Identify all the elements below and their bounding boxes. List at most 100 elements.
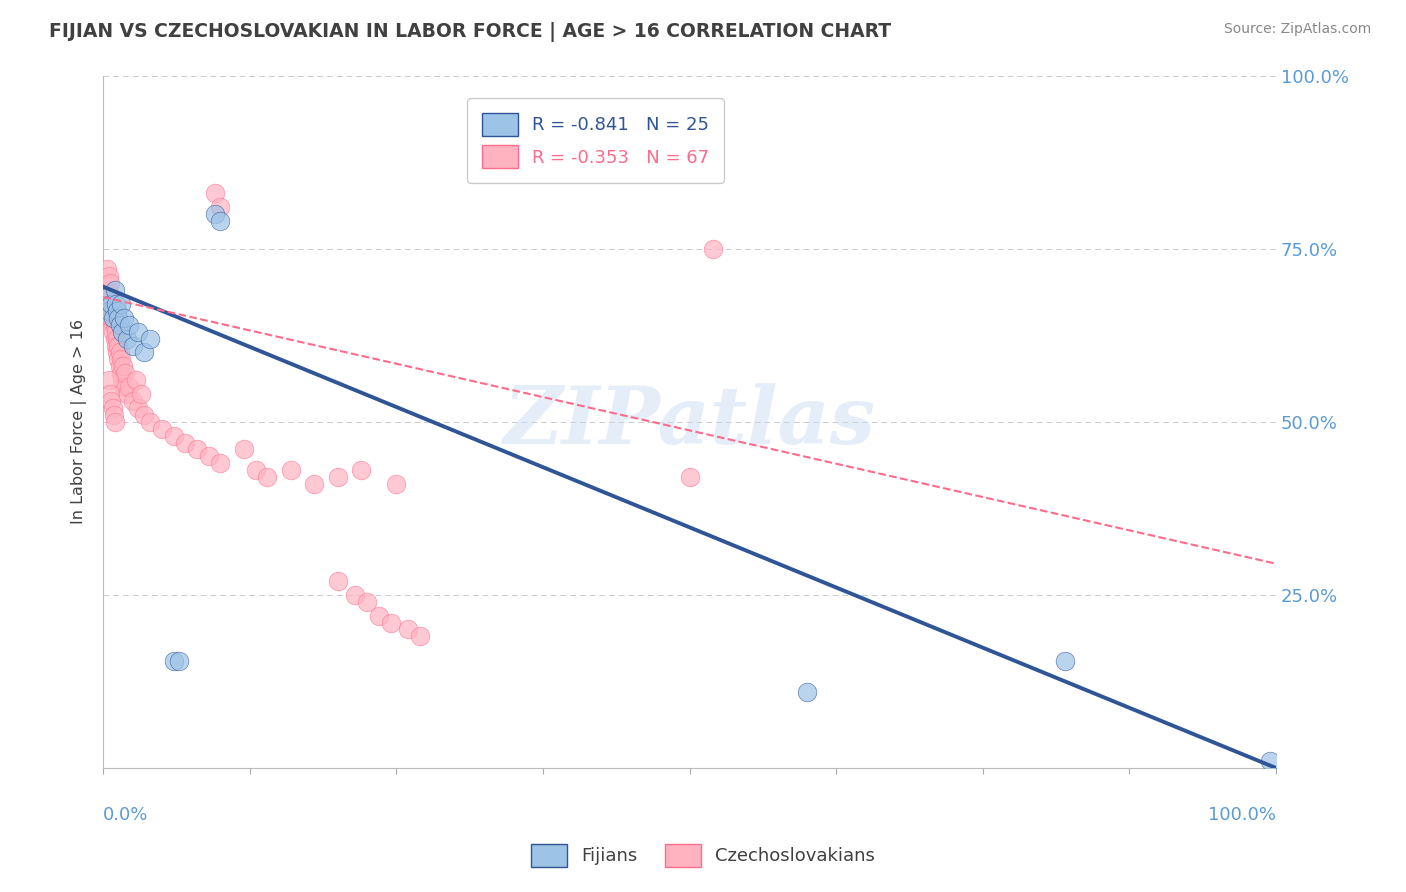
Point	[409, 629, 432, 643]
Point	[380, 615, 402, 630]
Point	[96, 262, 118, 277]
Point	[100, 297, 122, 311]
Point	[98, 304, 121, 318]
Point	[100, 297, 122, 311]
Point	[112, 359, 135, 374]
Point	[98, 387, 121, 401]
Point	[702, 242, 724, 256]
Point	[209, 214, 232, 228]
Legend: Fijians, Czechoslovakians: Fijians, Czechoslovakians	[523, 837, 883, 874]
Point	[115, 332, 138, 346]
Point	[107, 352, 129, 367]
Point	[326, 470, 349, 484]
Point	[150, 422, 173, 436]
Point	[98, 277, 121, 291]
Point	[1053, 654, 1076, 668]
Point	[98, 269, 121, 284]
Point	[280, 463, 302, 477]
Point	[112, 380, 135, 394]
Point	[101, 325, 124, 339]
Point	[350, 463, 373, 477]
Point	[103, 310, 125, 325]
Point	[104, 318, 127, 332]
Point	[111, 325, 134, 339]
Point	[105, 297, 128, 311]
Point	[108, 345, 131, 359]
Point	[139, 415, 162, 429]
Point	[396, 623, 419, 637]
Point	[105, 325, 128, 339]
Point	[197, 450, 219, 464]
Point	[678, 470, 700, 484]
Point	[107, 338, 129, 352]
Point	[104, 415, 127, 429]
Point	[121, 338, 143, 352]
Point	[110, 297, 132, 311]
Legend: R = -0.841   N = 25, R = -0.353   N = 67: R = -0.841 N = 25, R = -0.353 N = 67	[467, 98, 724, 183]
Text: FIJIAN VS CZECHOSLOVAKIAN IN LABOR FORCE | AGE > 16 CORRELATION CHART: FIJIAN VS CZECHOSLOVAKIAN IN LABOR FORCE…	[49, 22, 891, 42]
Point	[101, 318, 124, 332]
Point	[139, 332, 162, 346]
Point	[162, 428, 184, 442]
Point	[105, 332, 128, 346]
Point	[110, 366, 132, 380]
Point	[100, 310, 122, 325]
Point	[344, 588, 367, 602]
Point	[121, 394, 143, 409]
Point	[356, 595, 378, 609]
Point	[162, 654, 184, 668]
Point	[98, 304, 121, 318]
Point	[256, 470, 278, 484]
Point	[111, 373, 134, 387]
Point	[101, 310, 124, 325]
Point	[103, 304, 125, 318]
Point	[107, 310, 129, 325]
Point	[96, 290, 118, 304]
Point	[104, 332, 127, 346]
Point	[104, 283, 127, 297]
Point	[129, 387, 152, 401]
Point	[367, 608, 389, 623]
Point	[233, 442, 256, 457]
Text: 100.0%: 100.0%	[1208, 805, 1277, 824]
Text: ZIPatlas: ZIPatlas	[503, 383, 876, 460]
Text: 0.0%: 0.0%	[103, 805, 149, 824]
Point	[105, 345, 128, 359]
Point	[97, 283, 120, 297]
Point	[103, 408, 125, 422]
Point	[115, 387, 138, 401]
Point	[127, 325, 149, 339]
Point	[186, 442, 208, 457]
Point	[98, 373, 121, 387]
Point	[101, 401, 124, 415]
Y-axis label: In Labor Force | Age > 16: In Labor Force | Age > 16	[72, 319, 87, 524]
Point	[326, 574, 349, 588]
Point	[112, 310, 135, 325]
Point	[125, 373, 148, 387]
Point	[169, 654, 191, 668]
Point	[304, 477, 326, 491]
Point	[245, 463, 267, 477]
Point	[100, 394, 122, 409]
Point	[204, 207, 226, 221]
Point	[796, 685, 818, 699]
Point	[114, 366, 136, 380]
Point	[174, 435, 197, 450]
Point	[127, 401, 149, 415]
Point	[385, 477, 408, 491]
Point	[105, 304, 128, 318]
Text: Source: ZipAtlas.com: Source: ZipAtlas.com	[1223, 22, 1371, 37]
Point	[108, 318, 131, 332]
Point	[118, 318, 141, 332]
Point	[209, 200, 232, 214]
Point	[134, 408, 156, 422]
Point	[118, 380, 141, 394]
Point	[134, 345, 156, 359]
Point	[110, 352, 132, 367]
Point	[108, 359, 131, 374]
Point	[105, 338, 128, 352]
Point	[204, 186, 226, 201]
Point	[209, 456, 232, 470]
Point	[1258, 754, 1281, 768]
Point	[98, 290, 121, 304]
